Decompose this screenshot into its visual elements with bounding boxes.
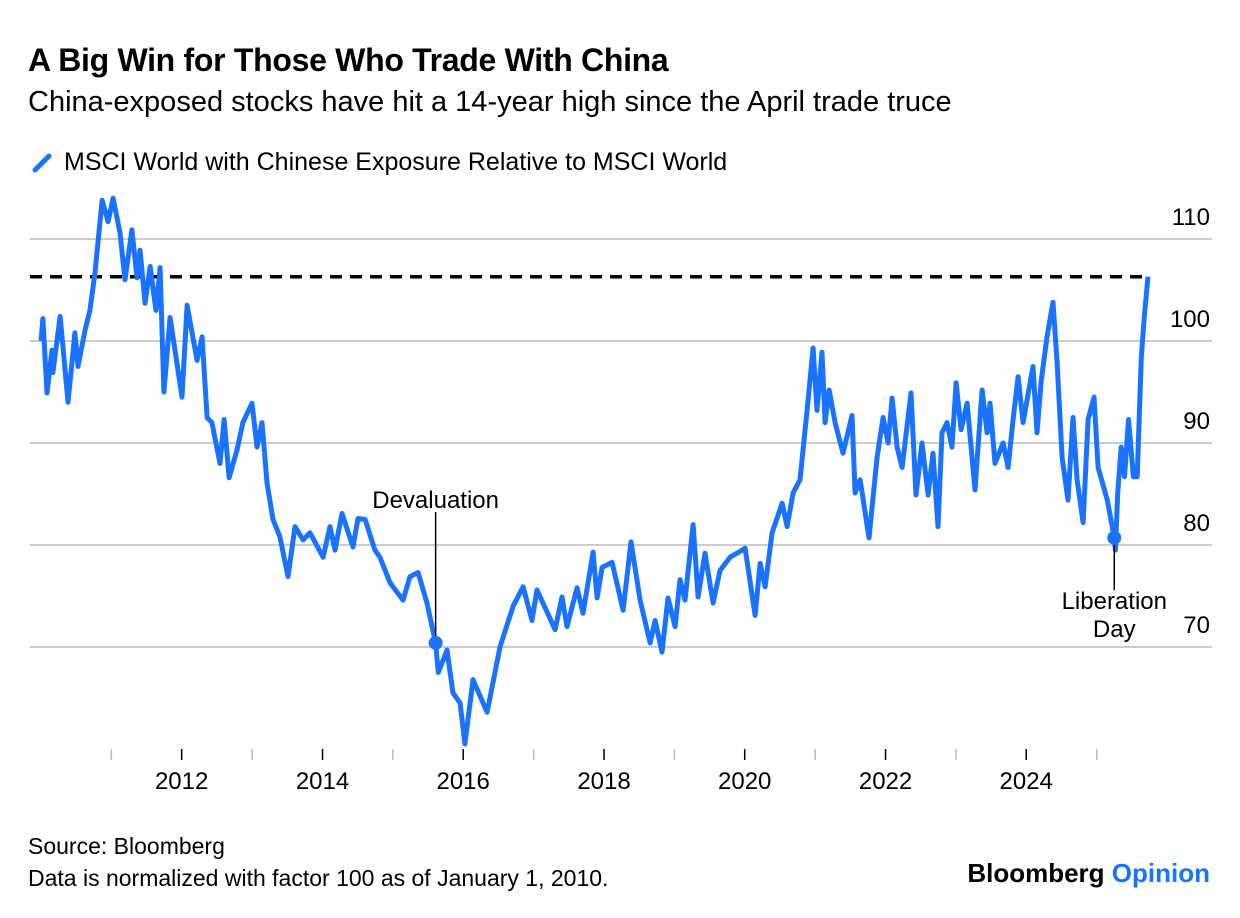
legend-label: MSCI World with Chinese Exposure Relativ… xyxy=(64,148,728,176)
x-tick-label: 2014 xyxy=(296,768,349,795)
x-tick-label: 2020 xyxy=(718,768,771,795)
y-tick-label: 80 xyxy=(1183,510,1210,537)
series-line xyxy=(38,195,1151,747)
brand-logo: Bloomberg Opinion xyxy=(967,858,1210,889)
legend: MSCI World with Chinese Exposure Relativ… xyxy=(32,148,727,177)
x-tick-label: 2018 xyxy=(577,768,630,795)
brand-accent: Opinion xyxy=(1111,858,1210,888)
liberation-day-label-line1: Liberation xyxy=(1062,588,1167,615)
devaluation-marker xyxy=(428,635,443,650)
footer-notes: Source: Bloomberg Data is normalized wit… xyxy=(28,830,608,894)
x-tick-label: 2012 xyxy=(155,768,208,795)
y-tick-label: 90 xyxy=(1183,408,1210,435)
x-tick-label: 2024 xyxy=(1000,768,1053,795)
liberation-day-label-line2: Day xyxy=(1093,616,1136,643)
y-tick-label: 100 xyxy=(1170,306,1210,333)
x-tick-label: 2016 xyxy=(436,768,489,795)
source-note: Source: Bloomberg xyxy=(28,833,225,859)
x-tick-label: 2022 xyxy=(859,768,912,795)
chart-title: A Big Win for Those Who Trade With China xyxy=(28,42,669,78)
y-tick-label: 110 xyxy=(1172,204,1210,231)
brand-main: Bloomberg xyxy=(967,858,1105,888)
devaluation-label: Devaluation xyxy=(372,487,499,514)
liberation-day-marker xyxy=(1107,530,1122,545)
y-tick-label: 70 xyxy=(1183,612,1210,639)
normalization-note: Data is normalized with factor 100 as of… xyxy=(28,865,609,891)
chart-subtitle: China-exposed stocks have hit a 14-year … xyxy=(28,86,952,118)
line-slash-icon xyxy=(32,153,52,172)
